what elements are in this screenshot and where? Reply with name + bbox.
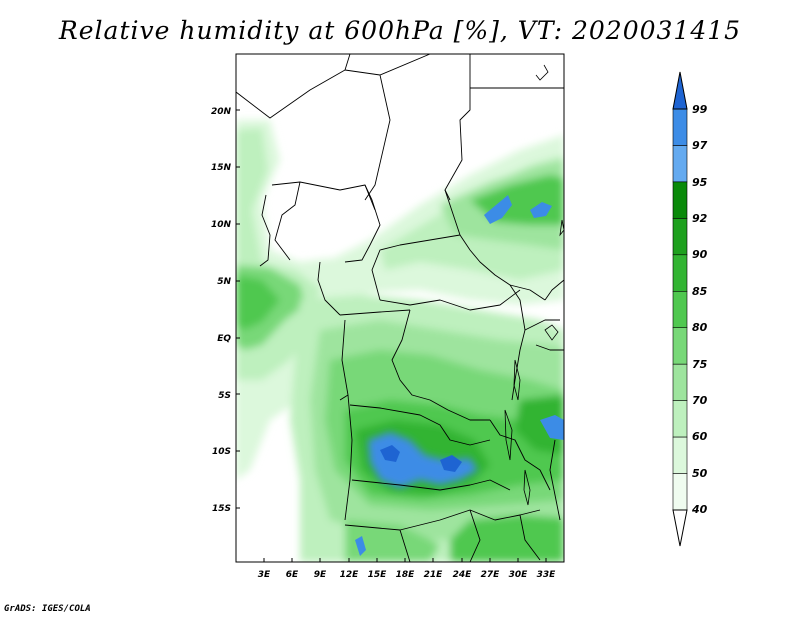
lat-label: EQ	[217, 334, 231, 344]
colorbar-label: 40	[691, 503, 708, 516]
longitude-labels: 3E 6E 9E 12E 15E 18E 21E 24E 27E 30E 33E	[258, 570, 556, 580]
humid-area-south	[450, 515, 564, 562]
colorbar: 99 97 95 92 90 85 80 75 70 60 50 40	[672, 71, 708, 547]
lon-label: 15E	[368, 570, 388, 580]
colorbar-segment	[672, 473, 688, 511]
lon-label: 3E	[258, 570, 271, 580]
saturated-patch-angola	[368, 432, 478, 488]
map-title: Relative humidity at 600hPa [%], VT: 202…	[58, 16, 742, 45]
saturated-patch-sudan-2	[530, 202, 552, 218]
colorbar-segment	[672, 436, 688, 474]
colorbar-label: 92	[692, 212, 708, 225]
lon-label: 9E	[314, 570, 327, 580]
colorbar-top-arrow	[672, 71, 688, 110]
humid-area-south-west	[345, 520, 440, 562]
lat-label: 10N	[211, 220, 232, 230]
colorbar-label: 80	[692, 321, 708, 334]
colorbar-segment	[672, 181, 688, 219]
lat-label: 5S	[218, 391, 231, 401]
colorbar-segment	[672, 254, 688, 292]
colorbar-segment	[672, 108, 688, 146]
lon-label: 30E	[509, 570, 529, 580]
colorbar-segment	[672, 218, 688, 256]
saturated-patch-east	[540, 415, 564, 440]
colorbar-label: 99	[692, 103, 708, 116]
humidity-field	[236, 54, 564, 562]
colorbar-label: 97	[692, 139, 708, 152]
latitude-labels: 20N 15N 10N 5N EQ 5S 10S 15S	[211, 107, 232, 514]
longitude-ticks	[263, 558, 547, 562]
colorbar-label: 85	[692, 285, 708, 298]
colorbar-label: 95	[692, 176, 708, 189]
lon-label: 27E	[481, 570, 501, 580]
lat-label: 10S	[212, 447, 231, 457]
saturated-patch-angola-core	[380, 445, 400, 462]
colorbar-segment	[672, 145, 688, 183]
map-frame	[235, 53, 565, 563]
humid-area-east-core	[515, 395, 564, 455]
saturated-patch-south	[355, 536, 366, 556]
lon-label: 21E	[424, 570, 444, 580]
lat-label: 15S	[212, 504, 231, 514]
colorbar-segment	[672, 327, 688, 365]
lake-outlines	[504, 64, 564, 506]
colorbar-label: 90	[692, 248, 708, 261]
lon-label: 24E	[453, 570, 473, 580]
lon-label: 18E	[396, 570, 416, 580]
lon-label: 33E	[537, 570, 557, 580]
colorbar-segment	[672, 400, 688, 438]
lat-label: 20N	[211, 107, 232, 117]
country-boundaries	[236, 54, 564, 562]
humid-area-coast-core	[236, 275, 280, 330]
colorbar-bottom-arrow	[672, 509, 688, 547]
colorbar-label: 60	[692, 430, 708, 443]
lon-label: 6E	[286, 570, 299, 580]
humidity-map: 20N 15N 10N 5N EQ 5S 10S 15S 3E 6E 9E 12…	[211, 53, 708, 580]
colorbar-label: 50	[692, 467, 708, 480]
latitude-ticks	[236, 109, 240, 509]
lon-label: 12E	[340, 570, 360, 580]
lat-label: 15N	[211, 163, 232, 173]
saturated-patch-zambia	[440, 455, 462, 472]
saturated-patch-sudan-1	[484, 195, 512, 224]
colorbar-label: 70	[692, 394, 708, 407]
colorbar-label: 75	[692, 358, 708, 371]
lat-label: 5N	[217, 277, 231, 287]
colorbar-segment	[672, 290, 688, 329]
colorbar-segment	[672, 363, 688, 402]
credit-text: GrADS: IGES/COLA	[4, 604, 91, 614]
